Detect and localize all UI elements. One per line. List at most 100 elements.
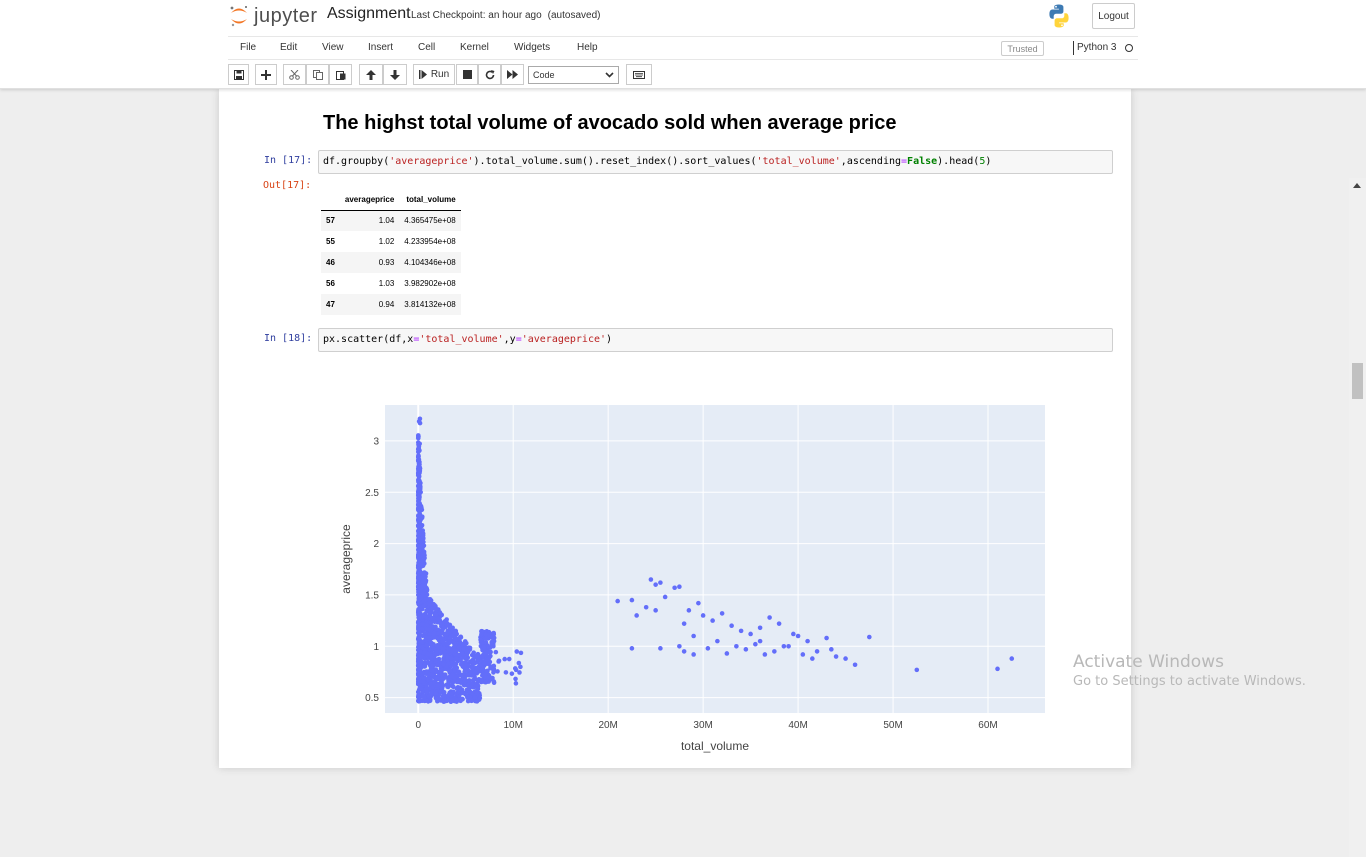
- cell-type-select[interactable]: Code: [528, 66, 619, 84]
- data-point: [483, 640, 489, 645]
- data-point: [417, 670, 423, 675]
- plot-background: [385, 405, 1045, 713]
- data-point: [416, 634, 422, 640]
- arrow-down-icon: [390, 69, 400, 80]
- data-point: [691, 633, 696, 639]
- dataframe-output: averageprice total_volume 57 1.04 4.3654…: [321, 189, 461, 315]
- data-point: [464, 657, 469, 662]
- table-row: 46 0.93 4.104346e+08: [321, 252, 461, 273]
- data-point: [439, 681, 445, 686]
- code-string: 'total_volume': [419, 334, 504, 345]
- data-point: [422, 583, 428, 588]
- command-palette-button[interactable]: [626, 64, 652, 85]
- data-point: [491, 630, 496, 636]
- data-point: [447, 635, 453, 641]
- menu-cell[interactable]: Cell: [418, 42, 436, 53]
- scrollbar-thumb[interactable]: [1352, 363, 1363, 399]
- data-point: [438, 621, 444, 627]
- data-point: [416, 434, 421, 439]
- data-point: [416, 692, 422, 697]
- df-cell: 1.03: [378, 279, 395, 288]
- cut-button[interactable]: [283, 64, 306, 85]
- data-point: [435, 662, 440, 668]
- activate-windows-watermark: Activate Windows Go to Settings to activ…: [1073, 652, 1306, 689]
- data-point: [518, 650, 524, 656]
- y-tick-label: 0.5: [365, 693, 379, 704]
- data-point: [474, 690, 480, 696]
- paste-button[interactable]: [329, 64, 352, 85]
- data-point: [416, 489, 421, 495]
- data-point: [814, 649, 820, 654]
- df-cell: 1.02: [378, 237, 395, 246]
- data-point: [415, 477, 421, 483]
- menu-view[interactable]: View: [322, 42, 344, 53]
- data-point: [430, 662, 436, 668]
- copy-icon: [312, 69, 323, 80]
- restart-button[interactable]: [478, 64, 501, 85]
- data-point: [417, 544, 423, 549]
- data-point: [426, 627, 432, 632]
- menu-kernel[interactable]: Kernel: [460, 42, 489, 53]
- data-point: [800, 652, 806, 657]
- cell-18-code-input[interactable]: px.scatter(df,x='total_volume',y='averag…: [318, 328, 1113, 352]
- move-up-button[interactable]: [359, 64, 383, 85]
- move-down-button[interactable]: [383, 64, 407, 85]
- insert-cell-button[interactable]: [255, 64, 277, 85]
- data-point: [428, 620, 433, 625]
- data-point: [416, 454, 421, 459]
- menu-insert[interactable]: Insert: [368, 42, 394, 53]
- chevron-down-icon: [605, 72, 614, 78]
- data-point: [914, 667, 920, 673]
- restart-run-all-button[interactable]: [501, 64, 524, 85]
- page-scrollbar[interactable]: [1349, 178, 1366, 857]
- code-token: ).head(: [937, 156, 980, 167]
- data-point: [506, 656, 512, 662]
- data-point: [441, 661, 446, 667]
- df-index-header: [321, 189, 340, 211]
- scatter-plot[interactable]: 0 10M 20M 30M 40M 50M 60M 0.5 1 1.5 2 2.5 3 total_vol…: [319, 392, 1059, 762]
- menu-file[interactable]: File: [240, 42, 257, 53]
- interrupt-button[interactable]: [456, 64, 478, 85]
- data-point: [658, 646, 663, 651]
- data-point: [480, 667, 486, 672]
- menu-help[interactable]: Help: [577, 42, 598, 53]
- trusted-indicator[interactable]: Trusted: [1001, 41, 1044, 56]
- data-point: [421, 551, 427, 557]
- data-point: [446, 679, 451, 685]
- data-point: [475, 651, 481, 657]
- data-point: [483, 672, 488, 678]
- data-point: [483, 635, 489, 641]
- data-point: [700, 613, 706, 618]
- data-point: [420, 693, 426, 699]
- code-operator: =: [413, 334, 420, 345]
- data-point: [648, 577, 654, 582]
- save-button[interactable]: [228, 64, 249, 85]
- logout-button[interactable]: Logout: [1092, 3, 1135, 29]
- data-point: [805, 638, 810, 644]
- data-point: [643, 604, 649, 610]
- cell-17-code-input[interactable]: df.groupby('averageprice').total_volume.…: [318, 150, 1113, 174]
- data-point: [705, 646, 711, 651]
- data-point: [454, 679, 460, 685]
- menu-widgets[interactable]: Widgets: [514, 42, 551, 53]
- data-point: [456, 644, 462, 650]
- notebook-name[interactable]: Assignment: [327, 5, 411, 22]
- refresh-icon: [485, 69, 494, 79]
- data-point: [427, 686, 432, 691]
- data-point: [416, 597, 422, 603]
- data-point: [781, 643, 787, 649]
- jupyter-logo[interactable]: jupyter: [229, 4, 318, 28]
- data-point: [428, 691, 434, 697]
- data-point: [469, 652, 475, 658]
- jupyter-logo-icon: [229, 5, 249, 27]
- copy-button[interactable]: [306, 64, 329, 85]
- data-point: [434, 669, 439, 674]
- scroll-up-arrow-icon[interactable]: [1353, 183, 1361, 188]
- run-button[interactable]: Run: [413, 64, 455, 85]
- code-number: 5: [979, 156, 986, 167]
- data-point: [995, 666, 1000, 672]
- data-point: [767, 615, 772, 620]
- code-token: px.scatter(df,x: [323, 334, 414, 345]
- data-point: [743, 647, 749, 652]
- menu-edit[interactable]: Edit: [280, 42, 298, 53]
